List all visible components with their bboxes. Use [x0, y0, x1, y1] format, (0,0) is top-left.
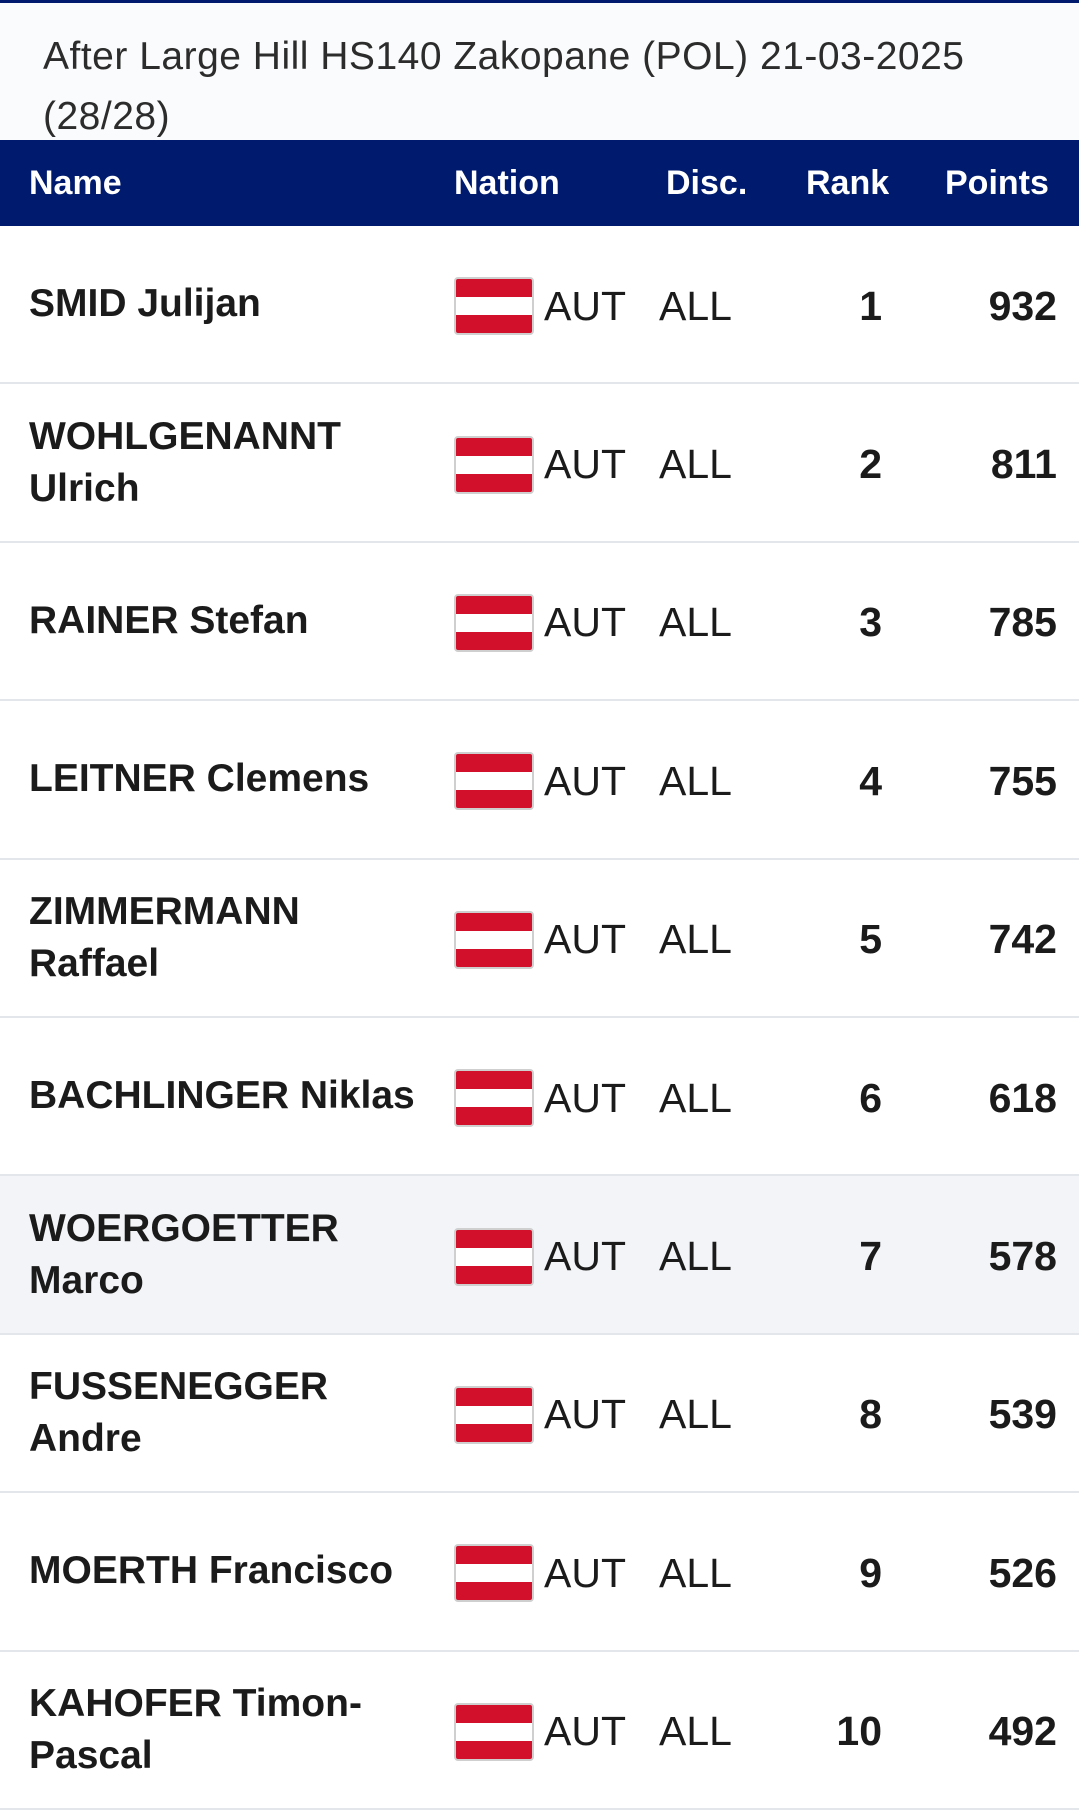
table-row[interactable]: ZIMMERMANN Raffael AUT ALL 5 742 — [0, 859, 1079, 1018]
rank: 9 — [859, 1549, 882, 1596]
discipline: ALL — [659, 1233, 732, 1280]
points: 742 — [988, 916, 1057, 963]
athlete-name[interactable]: WOHLGENANNT Ulrich — [29, 414, 341, 510]
austria-flag-icon — [454, 910, 534, 969]
points: 755 — [988, 757, 1057, 804]
points: 578 — [988, 1233, 1057, 1280]
discipline: ALL — [659, 757, 732, 804]
rank: 6 — [859, 1074, 882, 1121]
column-header-rank[interactable]: Rank — [806, 164, 890, 202]
nation-code: AUT — [544, 1391, 626, 1438]
table-row[interactable]: WOHLGENANNT Ulrich AUT ALL 2 811 — [0, 384, 1079, 543]
discipline: ALL — [659, 1708, 732, 1755]
athlete-name[interactable]: MOERTH Francisco — [29, 1549, 394, 1593]
athlete-name[interactable]: LEITNER Clemens — [29, 757, 370, 801]
athlete-name[interactable]: KAHOFER Timon-Pascal — [29, 1681, 362, 1777]
points: 526 — [988, 1549, 1057, 1596]
austria-flag-icon — [454, 1702, 534, 1761]
table-row[interactable]: LEITNER Clemens AUT ALL 4 755 — [0, 701, 1079, 860]
discipline: ALL — [659, 916, 732, 963]
nation-code: AUT — [544, 1074, 626, 1121]
points: 539 — [988, 1391, 1057, 1438]
column-header-nation[interactable]: Nation — [454, 164, 560, 202]
column-header-name[interactable]: Name — [29, 164, 122, 202]
points: 785 — [988, 599, 1057, 646]
discipline: ALL — [659, 1074, 732, 1121]
table-row[interactable]: WOERGOETTER Marco AUT ALL 7 578 — [0, 1176, 1079, 1335]
austria-flag-icon — [454, 1544, 534, 1603]
rank: 7 — [859, 1233, 882, 1280]
standings-subtitle: After Large Hill HS140 Zakopane (POL) 21… — [0, 3, 1079, 140]
austria-flag-icon — [454, 1227, 534, 1286]
athlete-name[interactable]: ZIMMERMANN Raffael — [29, 889, 300, 985]
rank: 10 — [836, 1708, 882, 1755]
athlete-name[interactable]: RAINER Stefan — [29, 598, 309, 642]
table-row[interactable]: RAINER Stefan AUT ALL 3 785 — [0, 542, 1079, 702]
points: 932 — [988, 282, 1057, 329]
table-row[interactable]: FUSSENEGGER Andre AUT ALL 8 539 — [0, 1334, 1079, 1494]
rank: 8 — [859, 1391, 882, 1438]
austria-flag-icon — [454, 593, 534, 652]
nation-code: AUT — [544, 1708, 626, 1755]
austria-flag-icon — [454, 1385, 534, 1444]
athlete-name[interactable]: SMID Julijan — [29, 282, 261, 326]
nation-code: AUT — [544, 441, 626, 488]
points: 811 — [990, 441, 1057, 488]
points: 492 — [988, 1708, 1057, 1755]
discipline: ALL — [659, 599, 732, 646]
nation-code: AUT — [544, 1233, 626, 1280]
athlete-name[interactable]: WOERGOETTER Marco — [29, 1206, 339, 1302]
table-row[interactable]: SMID Julijan AUT ALL 1 932 — [0, 226, 1079, 385]
athlete-name[interactable]: BACHLINGER Niklas — [29, 1074, 415, 1118]
athlete-name[interactable]: FUSSENEGGER Andre — [29, 1364, 329, 1460]
table-body: SMID Julijan AUT ALL 1 932 WOHLGENANNT U… — [0, 226, 1079, 1810]
table-row[interactable]: MOERTH Francisco AUT ALL 9 526 — [0, 1493, 1079, 1652]
table-row[interactable]: KAHOFER Timon-Pascal AUT ALL 10 492 — [0, 1651, 1079, 1810]
austria-flag-icon — [454, 435, 534, 494]
discipline: ALL — [659, 1549, 732, 1596]
points: 618 — [988, 1074, 1057, 1121]
column-header-disc[interactable]: Disc. — [666, 164, 748, 202]
rank: 1 — [859, 282, 882, 329]
column-header-points[interactable]: Points — [945, 164, 1049, 202]
rank: 3 — [859, 599, 882, 646]
nation-code: AUT — [544, 1549, 626, 1596]
rank: 5 — [859, 916, 882, 963]
rank: 4 — [859, 757, 882, 804]
nation-code: AUT — [544, 757, 626, 804]
discipline: ALL — [659, 1391, 732, 1438]
discipline: ALL — [659, 441, 732, 488]
austria-flag-icon — [454, 277, 534, 336]
nation-code: AUT — [544, 916, 626, 963]
top-divider — [0, 0, 1079, 3]
table-header: Name Nation Disc. Rank Points — [0, 140, 1079, 226]
rank: 2 — [859, 441, 882, 488]
nation-code: AUT — [544, 599, 626, 646]
austria-flag-icon — [454, 1069, 534, 1128]
nation-code: AUT — [544, 282, 626, 329]
austria-flag-icon — [454, 752, 534, 811]
table-row[interactable]: BACHLINGER Niklas AUT ALL 6 618 — [0, 1017, 1079, 1177]
discipline: ALL — [659, 282, 732, 329]
